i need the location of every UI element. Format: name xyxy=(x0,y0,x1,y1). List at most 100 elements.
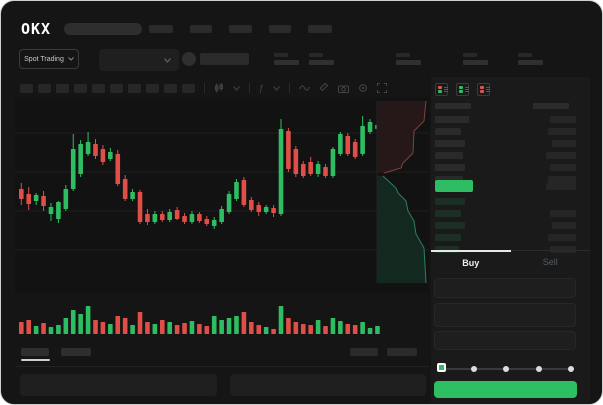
divider xyxy=(204,83,205,93)
timeframe-button[interactable] xyxy=(182,84,195,93)
bid-row[interactable] xyxy=(435,232,576,244)
ob-amount-bar xyxy=(550,210,576,217)
market-type-dropdown[interactable]: Spot Trading xyxy=(19,49,79,69)
stat-label-placeholder xyxy=(274,53,288,57)
bottom-panel-right xyxy=(230,374,426,396)
camera-icon[interactable] xyxy=(338,84,350,93)
ob-amount-bar xyxy=(548,128,576,135)
search-input[interactable] xyxy=(64,23,142,35)
price-field[interactable] xyxy=(434,278,576,298)
nav-item[interactable] xyxy=(190,25,212,33)
last-price-row[interactable] xyxy=(435,180,576,193)
ob-amount-bar xyxy=(548,234,576,241)
candlestick-layer xyxy=(15,100,429,284)
timeframe-button[interactable] xyxy=(128,84,141,93)
ask-row[interactable] xyxy=(435,174,576,186)
ask-row[interactable] xyxy=(435,114,576,126)
timeframe-button[interactable] xyxy=(74,84,87,93)
ob-price-bar xyxy=(435,198,465,205)
ask-row[interactable] xyxy=(435,126,576,138)
ask-row[interactable] xyxy=(435,162,576,174)
settings-icon[interactable] xyxy=(358,83,368,93)
bid-row[interactable] xyxy=(435,220,576,232)
bid-row[interactable] xyxy=(435,208,576,220)
candlestick-chart[interactable] xyxy=(15,97,429,293)
ob-price-bar xyxy=(435,210,461,217)
timeframe-button[interactable] xyxy=(164,84,177,93)
last-price-badge xyxy=(435,180,473,192)
timeframe-button[interactable] xyxy=(146,84,159,93)
chart-type-icon[interactable] xyxy=(214,83,224,93)
ob-amount-bar xyxy=(546,152,576,159)
ob-price-bar xyxy=(435,128,461,135)
order-book-modes xyxy=(435,83,490,96)
indicators-icon[interactable]: ƒ xyxy=(259,83,265,93)
book-mode-asks-icon[interactable] xyxy=(477,83,490,96)
timeframe-button[interactable] xyxy=(20,84,33,93)
ask-row[interactable] xyxy=(435,138,576,150)
chart-bottom-control[interactable] xyxy=(350,348,378,356)
ob-header-amount xyxy=(533,103,569,109)
timeframe-button[interactable] xyxy=(56,84,69,93)
ob-price-bar xyxy=(435,222,465,229)
pair-selector-dropdown[interactable] xyxy=(99,49,179,71)
book-mode-bids-icon[interactable] xyxy=(456,83,469,96)
total-field[interactable] xyxy=(434,331,576,350)
chevron-down-icon xyxy=(164,57,171,63)
trade-tabs: Buy Sell xyxy=(431,250,590,269)
timeframe-button[interactable] xyxy=(92,84,105,93)
ob-amount-bar xyxy=(550,164,576,171)
nav-item[interactable] xyxy=(308,25,332,33)
ask-row[interactable] xyxy=(435,150,576,162)
divider xyxy=(15,366,429,367)
timeframe-button[interactable] xyxy=(110,84,123,93)
slider-handle[interactable] xyxy=(437,363,446,372)
ob-amount-bar xyxy=(550,246,576,253)
timeframe-button[interactable] xyxy=(38,84,51,93)
tab-sell[interactable]: Sell xyxy=(542,257,558,267)
buy-submit-button[interactable] xyxy=(434,381,577,398)
ob-price-bar xyxy=(435,164,465,171)
nav-item[interactable] xyxy=(149,25,173,33)
stat-pair xyxy=(274,53,299,65)
amount-slider[interactable] xyxy=(437,363,574,372)
chevron-down-icon[interactable] xyxy=(273,85,280,91)
divider xyxy=(289,83,291,93)
ob-price-bar xyxy=(435,246,459,253)
order-book-panel: Buy Sell xyxy=(431,77,590,404)
stat-label-placeholder xyxy=(309,53,323,57)
bid-row[interactable] xyxy=(435,244,576,256)
bid-row[interactable] xyxy=(435,196,576,208)
chevron-down-icon[interactable] xyxy=(233,85,240,91)
fullscreen-icon[interactable] xyxy=(377,83,388,93)
ob-amount-bar xyxy=(552,140,576,147)
nav-item[interactable] xyxy=(269,25,291,33)
slider-stop[interactable] xyxy=(568,366,574,372)
asks-list xyxy=(435,114,576,186)
chart-bottom-control[interactable] xyxy=(387,348,417,356)
stat-value-placeholder xyxy=(309,60,334,65)
coin-icon xyxy=(182,52,196,66)
book-mode-combined-icon[interactable] xyxy=(435,83,448,96)
ob-price-bar xyxy=(435,176,463,183)
ob-price-bar xyxy=(435,152,463,159)
ob-price-bar xyxy=(435,234,461,241)
ob-header-price xyxy=(435,103,471,109)
slider-stop[interactable] xyxy=(471,366,477,372)
ob-amount-bar xyxy=(550,116,576,123)
slider-stop[interactable] xyxy=(536,366,542,372)
chart-tools: ƒ xyxy=(204,82,388,94)
stat-pair xyxy=(518,53,543,65)
chart-bottom-tab[interactable] xyxy=(21,348,49,356)
amount-field[interactable] xyxy=(434,303,576,327)
tab-buy[interactable]: Buy xyxy=(431,250,511,268)
stat-label-placeholder xyxy=(518,53,532,57)
ob-price-bar xyxy=(435,116,469,123)
line-tool-icon[interactable] xyxy=(299,84,310,92)
stat-value-placeholder xyxy=(396,60,421,65)
chart-bottom-tab[interactable] xyxy=(61,348,91,356)
draw-tool-icon[interactable] xyxy=(319,83,329,93)
slider-stop[interactable] xyxy=(503,366,509,372)
nav-item[interactable] xyxy=(229,25,252,33)
